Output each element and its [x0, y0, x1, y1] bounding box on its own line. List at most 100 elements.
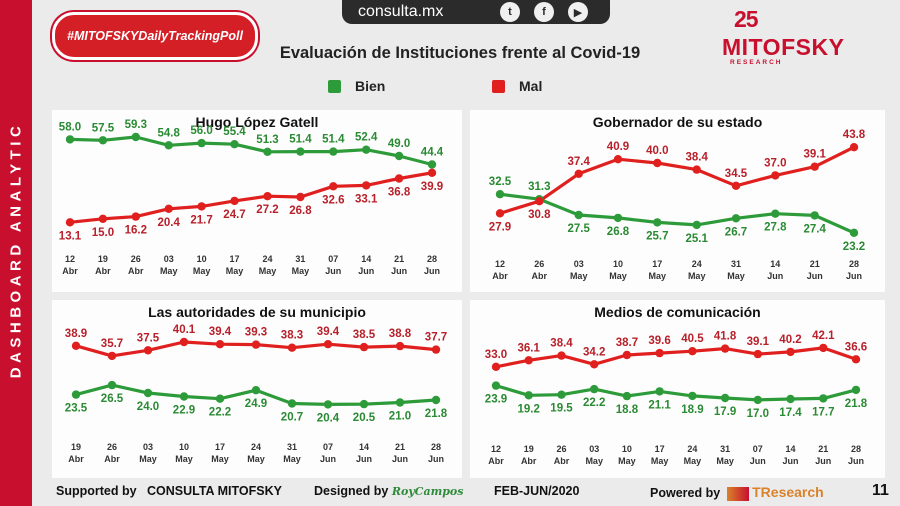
- tick-label-day: 19: [98, 254, 108, 264]
- data-point-bien: [590, 384, 599, 394]
- data-point-bien: [329, 147, 338, 156]
- tick-label-day: 17: [229, 254, 239, 264]
- data-point-mal: [771, 171, 780, 180]
- series-line-mal: [499, 145, 855, 215]
- tick-label-day: 17: [655, 444, 665, 454]
- chart-svg: 58.0 57.5 59.3 54.8 56.0 55.4 51.3 51.4 51.4 52.4…: [59, 119, 444, 276]
- data-point-bien: [688, 391, 697, 401]
- data-label-mal: 42.1: [812, 330, 835, 342]
- data-point-bien: [287, 399, 297, 408]
- tick-label-month: May: [211, 454, 229, 464]
- data-label-mal: 33.1: [355, 193, 378, 205]
- data-point-bien: [131, 132, 140, 142]
- chart-svg: 23.5 26.5 24.0 22.9 22.2 24.9 20.7 20.4 20.5 21.0…: [65, 324, 448, 464]
- tick-label-month: May: [609, 271, 627, 281]
- tick-label-month: Jun: [846, 271, 862, 281]
- tick-label-month: Abr: [492, 271, 508, 281]
- tick-label-month: Jun: [428, 454, 444, 464]
- data-label-bien: 58.0: [59, 121, 81, 133]
- data-label-bien: 21.8: [845, 398, 868, 410]
- data-label-bien: 55.4: [223, 126, 246, 138]
- tick-label-day: 31: [287, 442, 297, 452]
- tick-label-day: 26: [131, 254, 141, 264]
- twitter-icon[interactable]: t: [500, 2, 520, 22]
- data-point-bien: [557, 390, 566, 399]
- data-label-mal: 38.7: [616, 337, 638, 349]
- tick-label-day: 26: [534, 259, 544, 269]
- data-point-mal: [810, 162, 819, 171]
- tick-label-day: 24: [251, 442, 261, 452]
- designed-label: Designed by: [314, 484, 389, 498]
- data-point-mal: [395, 341, 405, 351]
- data-label-mal: 27.2: [256, 204, 278, 216]
- tick-label-month: May: [160, 266, 178, 276]
- series-line-mal: [69, 171, 433, 224]
- data-point-bien: [491, 381, 501, 390]
- hashtag-badge: #MITOFSKYDailyTrackingPoll: [52, 12, 258, 60]
- data-label-mal: 37.5: [137, 332, 160, 344]
- youtube-icon[interactable]: ▶: [568, 2, 588, 22]
- data-point-mal: [535, 197, 544, 206]
- legend-label-bien: Bien: [355, 78, 386, 94]
- data-label-bien: 21.0: [389, 411, 411, 423]
- tick-label-day: 24: [692, 259, 702, 269]
- tick-label-month: Abr: [68, 454, 84, 464]
- data-label-bien: 44.4: [421, 147, 444, 159]
- tick-label-day: 31: [295, 254, 305, 264]
- data-point-mal: [427, 168, 437, 177]
- data-point-bien: [197, 138, 206, 148]
- tick-label-month: May: [618, 456, 636, 466]
- data-label-bien: 59.3: [125, 119, 147, 131]
- data-label-bien: 24.0: [137, 401, 159, 413]
- tick-label-day: 12: [65, 254, 75, 264]
- data-point-bien: [786, 394, 795, 404]
- powered-label: Powered by: [650, 486, 721, 500]
- data-label-bien: 21.1: [648, 399, 671, 411]
- data-point-mal: [524, 356, 533, 365]
- data-label-mal: 38.4: [550, 338, 573, 350]
- data-point-bien: [230, 140, 239, 149]
- tick-label-day: 17: [215, 442, 225, 452]
- data-label-bien: 27.5: [568, 223, 591, 235]
- data-label-bien: 17.4: [779, 407, 802, 419]
- tick-label-month: May: [247, 454, 265, 464]
- legend-swatch-bien: [328, 79, 341, 93]
- tick-label-month: Abr: [554, 456, 570, 466]
- series-line-bien: [499, 192, 855, 235]
- footer-designed: Designed by RoyCampos: [314, 484, 463, 498]
- tick-label-month: Jun: [320, 454, 336, 464]
- page-title: Evaluación de Instituciones frente al Co…: [279, 44, 641, 62]
- site-url[interactable]: consulta.mx: [358, 3, 444, 20]
- tick-label-month: Jun: [807, 271, 823, 281]
- tick-label-day: 28: [431, 442, 441, 452]
- data-point-bien: [849, 228, 859, 237]
- tick-label-month: Jun: [392, 454, 408, 464]
- data-point-mal: [655, 348, 664, 358]
- data-point-bien: [251, 386, 261, 395]
- data-point-bien: [395, 398, 405, 407]
- data-point-bien: [753, 395, 762, 405]
- data-point-bien: [771, 209, 780, 218]
- tick-label-day: 03: [589, 444, 599, 454]
- tick-label-day: 07: [753, 444, 763, 454]
- data-label-bien: 51.3: [256, 134, 278, 146]
- facebook-icon[interactable]: f: [534, 2, 554, 22]
- data-label-mal: 40.0: [646, 145, 668, 157]
- data-label-mal: 37.0: [764, 157, 786, 169]
- logo-name: MITOFSKY: [722, 34, 845, 60]
- data-point-bien: [653, 218, 662, 227]
- tick-label-day: 03: [164, 254, 174, 264]
- tick-label-day: 14: [785, 444, 795, 454]
- tick-label-month: Abr: [95, 266, 111, 276]
- tick-label-day: 24: [687, 444, 697, 454]
- data-point-bien: [613, 213, 623, 223]
- logo-tagline: RESEARCH: [730, 59, 783, 66]
- data-label-bien: 21.8: [425, 408, 448, 420]
- data-point-mal: [65, 218, 75, 227]
- data-point-bien: [574, 210, 583, 220]
- data-point-mal: [613, 155, 623, 164]
- data-label-bien: 22.2: [583, 397, 605, 409]
- tick-label-day: 26: [556, 444, 566, 454]
- supported-name: CONSULTA MITOFSKY: [146, 484, 282, 498]
- data-label-bien: 51.4: [289, 134, 312, 146]
